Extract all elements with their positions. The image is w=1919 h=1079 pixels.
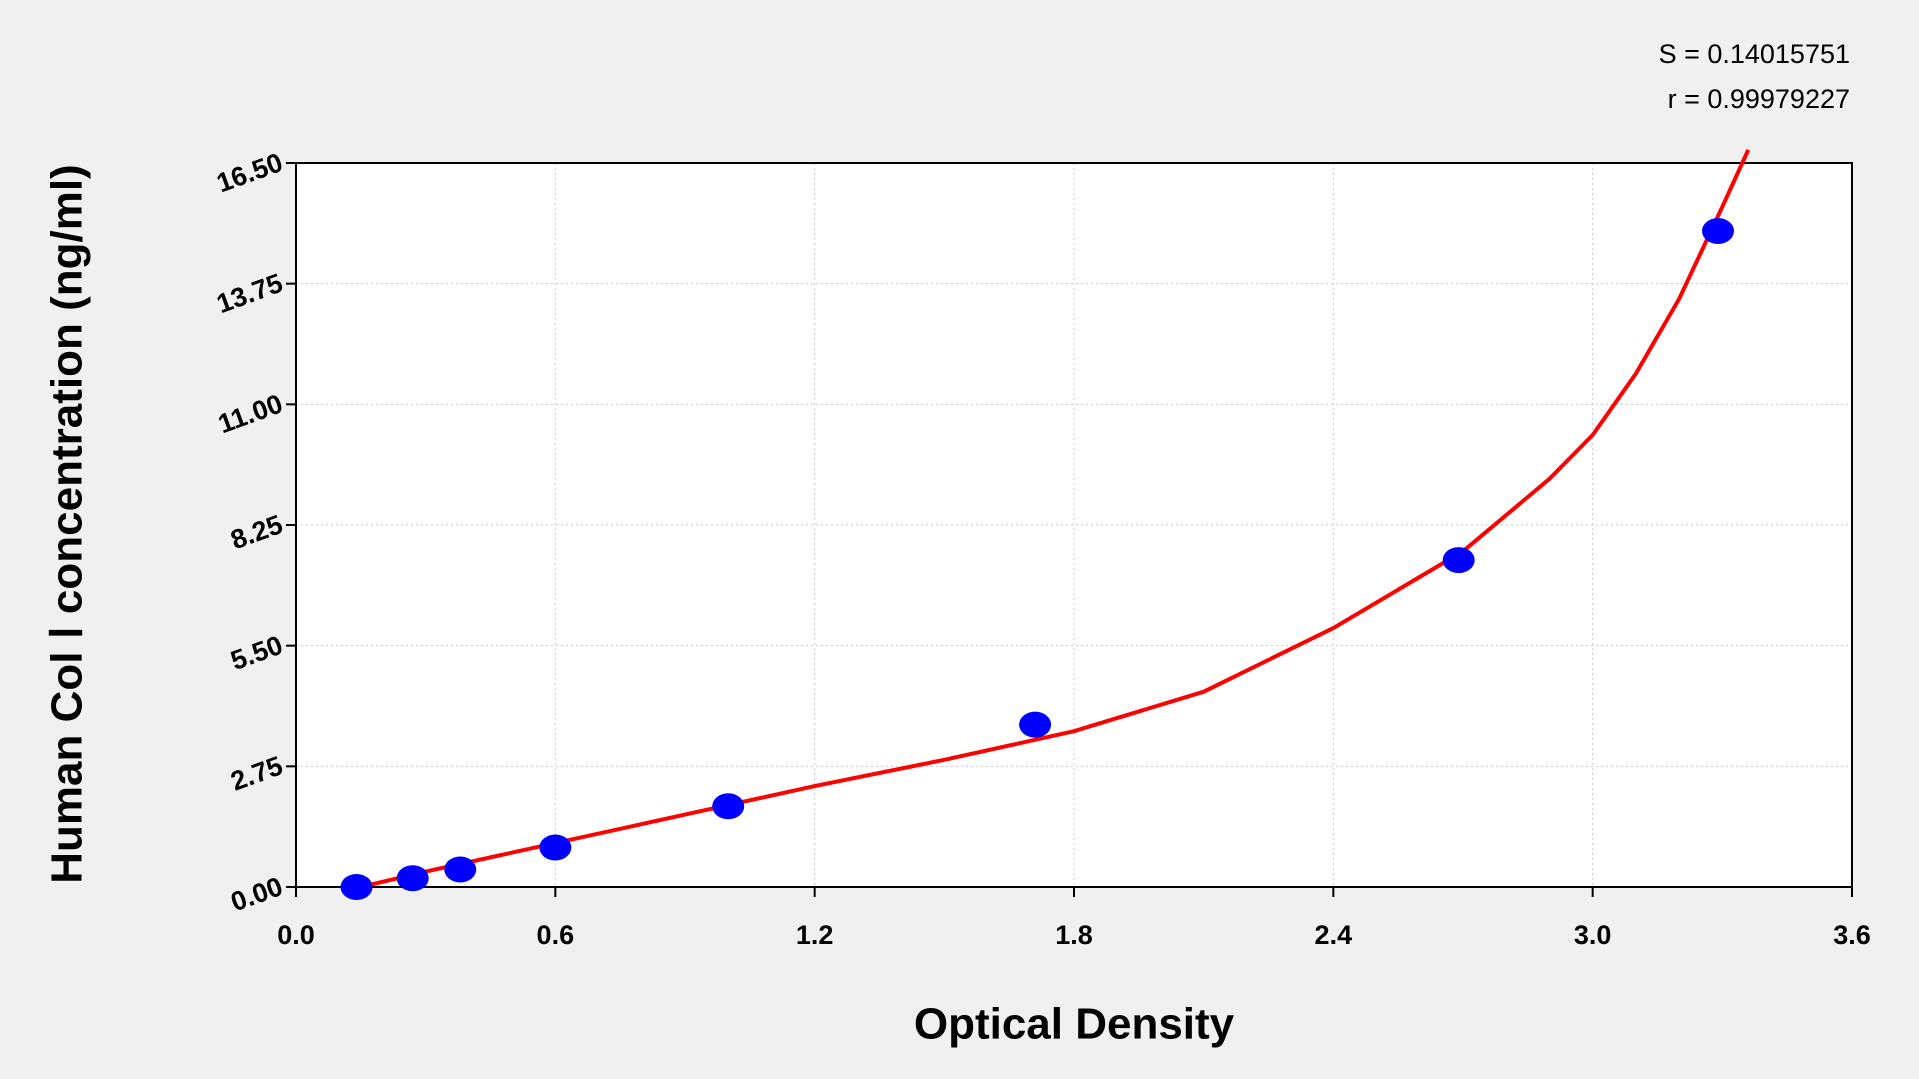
y-tick-label: 2.75 bbox=[227, 750, 287, 796]
y-tick-label: 11.00 bbox=[214, 388, 286, 439]
x-axis-title: Optical Density bbox=[914, 1000, 1235, 1049]
data-point bbox=[1702, 218, 1735, 245]
annotation: r = 0.99979227 bbox=[1668, 84, 1850, 114]
x-tick-label: 3.6 bbox=[1833, 920, 1871, 950]
y-tick-label: 16.50 bbox=[213, 147, 287, 198]
data-point bbox=[539, 834, 572, 861]
fit-curve bbox=[360, 148, 1751, 889]
x-tick-label: 0.6 bbox=[537, 920, 575, 950]
data-point bbox=[712, 793, 745, 820]
x-tick-label: 3.0 bbox=[1574, 920, 1612, 950]
y-tick-label: 13.75 bbox=[213, 268, 287, 319]
data-point bbox=[1442, 547, 1475, 574]
annotation: S = 0.14015751 bbox=[1659, 39, 1850, 69]
data-point bbox=[340, 874, 373, 900]
y-tick-label: 0.00 bbox=[227, 871, 287, 917]
x-tick-label: 1.2 bbox=[796, 920, 834, 950]
y-tick-label: 5.50 bbox=[227, 630, 287, 676]
y-tick-label: 8.25 bbox=[227, 509, 287, 555]
x-tick-label: 2.4 bbox=[1315, 920, 1353, 950]
x-tick-label: 1.8 bbox=[1055, 920, 1093, 950]
plot-frame bbox=[295, 162, 1853, 888]
x-tick-label: 0.0 bbox=[277, 920, 315, 950]
data-point bbox=[1019, 711, 1052, 738]
data-point bbox=[444, 856, 477, 883]
data-point bbox=[396, 865, 429, 892]
y-axis-title: Human Col Ⅰ concentration (ng/ml) bbox=[43, 164, 92, 883]
